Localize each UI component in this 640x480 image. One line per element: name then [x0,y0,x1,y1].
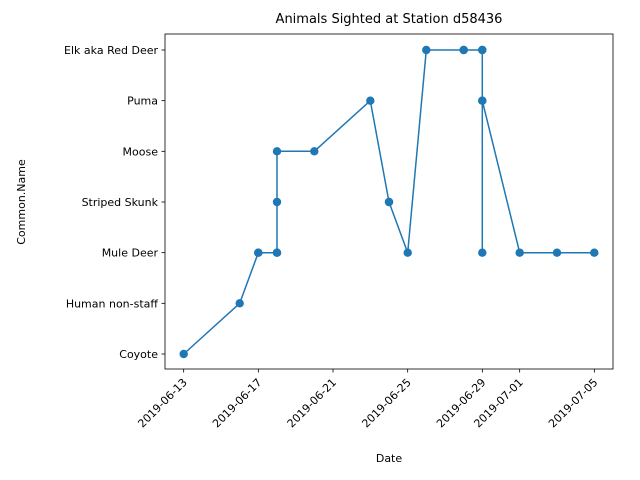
data-point [272,248,282,257]
x-tick-label: 2019-07-05 [546,376,600,430]
data-point [478,96,487,105]
data-point [403,248,412,257]
data-point [254,248,263,257]
y-tick-label: Moose [123,145,159,158]
data-point [366,96,375,105]
x-tick-label: 2019-06-17 [210,376,264,430]
y-tick-label: Striped Skunk [82,196,159,209]
x-axis-label: Date [376,452,403,465]
data-point [478,248,487,257]
data-point [478,45,487,55]
y-tick-label: Elk aka Red Deer [64,44,158,57]
y-axis-ticks: Coyote Human non-staff Mule Deer Striped Sk… [64,44,165,361]
data-point [590,248,599,257]
y-axis-label: Common.Name [15,159,28,245]
x-tick-label: 2019-06-13 [135,376,189,430]
data-point [422,45,431,55]
axes-frame [164,33,614,370]
data-point [552,248,562,257]
y-tick-label: Mule Deer [102,247,159,260]
x-axis-ticks: 2019-06-13 2019-06-17 2019-06-21 2019-06-25… [135,369,600,430]
plot-area [179,45,599,359]
data-point [272,147,282,156]
data-point [459,45,468,55]
data-point [272,197,282,207]
data-point [384,197,394,207]
data-point [179,349,188,359]
y-tick-label: Coyote [119,348,158,361]
y-tick-label: Puma [127,95,158,108]
data-point [515,248,524,257]
data-point [310,147,319,156]
x-tick-label: 2019-06-21 [285,376,339,430]
chart-title: Animals Sighted at Station d58436 [276,12,503,27]
x-tick-label: 2019-06-25 [359,376,413,430]
data-point [235,299,244,308]
y-tick-label: Human non-staff [66,297,159,310]
